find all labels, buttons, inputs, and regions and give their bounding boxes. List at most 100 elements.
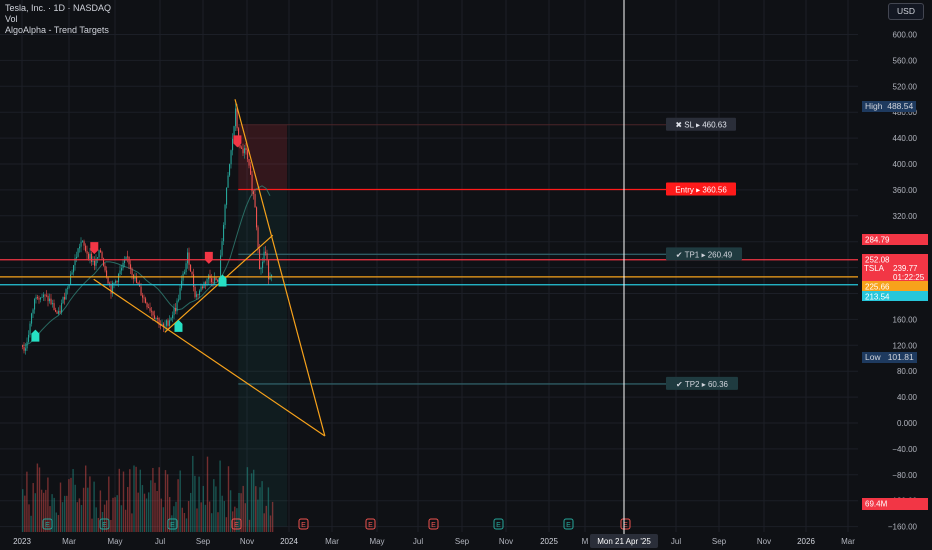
- candle-body: [260, 267, 262, 270]
- volume-bar: [227, 466, 230, 532]
- candle-body: [38, 298, 40, 300]
- current-ticker-label: TSLA: [864, 264, 885, 273]
- volume-bar: [143, 493, 146, 532]
- volume-bar: [240, 493, 242, 532]
- volume-bar: [122, 471, 125, 532]
- candle-body: [22, 345, 24, 347]
- candle-body: [185, 263, 187, 273]
- volume-bar: [85, 465, 87, 532]
- volume-bar: [152, 467, 154, 532]
- earnings-icon-letter: E: [102, 522, 107, 529]
- y-tick-label: −80.00: [892, 471, 917, 480]
- crosshair-date-box: [590, 534, 658, 548]
- candle-body: [76, 256, 78, 259]
- candle-body: [221, 241, 223, 256]
- volume-indicator-label[interactable]: Vol: [5, 14, 18, 24]
- volume-bar: [118, 468, 120, 532]
- volume-bar: [78, 498, 81, 532]
- volume-bar: [177, 479, 179, 532]
- candle-body: [187, 252, 189, 264]
- volume-bars: [22, 455, 274, 532]
- candle-body: [211, 278, 213, 283]
- candle-body: [73, 265, 75, 273]
- candle-body: [80, 241, 82, 247]
- volume-bar: [257, 499, 259, 532]
- volume-bar: [137, 492, 139, 532]
- candle-body: [193, 274, 195, 287]
- volume-bar: [55, 512, 57, 532]
- volume-bar: [68, 479, 70, 532]
- candle-body: [170, 317, 172, 321]
- candle-body: [143, 297, 145, 299]
- volume-bar: [221, 495, 223, 532]
- candle-body: [82, 241, 84, 243]
- candle-body: [95, 258, 97, 266]
- candle-body: [251, 174, 253, 192]
- volume-bar: [82, 487, 85, 532]
- volume-bar: [150, 480, 152, 532]
- candle-body: [130, 264, 132, 269]
- x-tick-label: 2025: [540, 537, 558, 546]
- volume-bar: [87, 487, 89, 532]
- high-label: High: [865, 101, 883, 111]
- earnings-icon-letter: E: [368, 522, 373, 529]
- earnings-icon-letter: E: [234, 522, 239, 529]
- volume-bar: [116, 495, 118, 532]
- candle-body: [148, 307, 150, 309]
- earnings-icon: [493, 518, 504, 530]
- candle-body: [142, 295, 144, 298]
- candle-body: [175, 308, 177, 312]
- volume-bar: [162, 507, 165, 532]
- volume-bar: [200, 502, 202, 532]
- candle-body: [71, 272, 73, 275]
- earnings-icon-letter: E: [431, 522, 436, 529]
- sl-label-box: [666, 117, 736, 131]
- volume-bar: [156, 490, 158, 532]
- price-tag-213-bg: [862, 291, 928, 301]
- currency-button[interactable]: USD: [888, 3, 924, 20]
- volume-bar: [190, 492, 192, 532]
- y-tick-label: 560.00: [893, 56, 918, 65]
- y-tick-label: 480.00: [893, 108, 918, 117]
- symbol-title[interactable]: Tesla, Inc. · 1D · NASDAQ: [5, 3, 112, 13]
- x-tick-label: Nov: [757, 537, 771, 546]
- volume-bar: [194, 475, 196, 532]
- candle-body: [46, 295, 48, 297]
- algoalpha-indicator-label[interactable]: AlgoAlpha - Trend Targets: [5, 25, 109, 35]
- volume-bar: [259, 487, 261, 532]
- candle-body: [220, 255, 222, 281]
- x-tick-label: Mar: [325, 537, 339, 546]
- volume-bar: [114, 497, 116, 532]
- candle-body: [163, 323, 165, 327]
- candle-body: [61, 303, 63, 313]
- x-tick-label: M: [582, 537, 589, 546]
- candle-body: [29, 323, 31, 335]
- candle-body: [92, 260, 94, 262]
- volume-bar: [198, 476, 200, 532]
- volume-bar: [204, 504, 207, 532]
- candle-body: [58, 310, 60, 314]
- candle-body: [43, 294, 45, 297]
- candle-body: [59, 310, 61, 313]
- price-tag-225: 225.66: [865, 283, 890, 292]
- x-tick-label: May: [369, 537, 384, 546]
- x-tick-label: Mar: [62, 537, 76, 546]
- candle-body: [199, 290, 201, 295]
- tp1-label: ✔ TP1 ▸ 260.49: [676, 250, 733, 259]
- y-tick-label: 80.00: [897, 367, 918, 376]
- volume-bar: [139, 469, 141, 532]
- candle-body: [134, 277, 136, 279]
- volume-bar: [225, 517, 228, 532]
- candle-body: [226, 187, 228, 205]
- entry-label-box: [666, 182, 736, 196]
- candle-body: [257, 227, 259, 250]
- candle-body: [31, 313, 33, 324]
- volume-bar: [208, 501, 211, 532]
- volume-bar: [38, 467, 41, 532]
- candle-body: [259, 249, 261, 270]
- y-tick-label: 320.00: [893, 212, 918, 221]
- y-tick-label: −160.00: [888, 523, 918, 532]
- volume-bar: [124, 509, 127, 532]
